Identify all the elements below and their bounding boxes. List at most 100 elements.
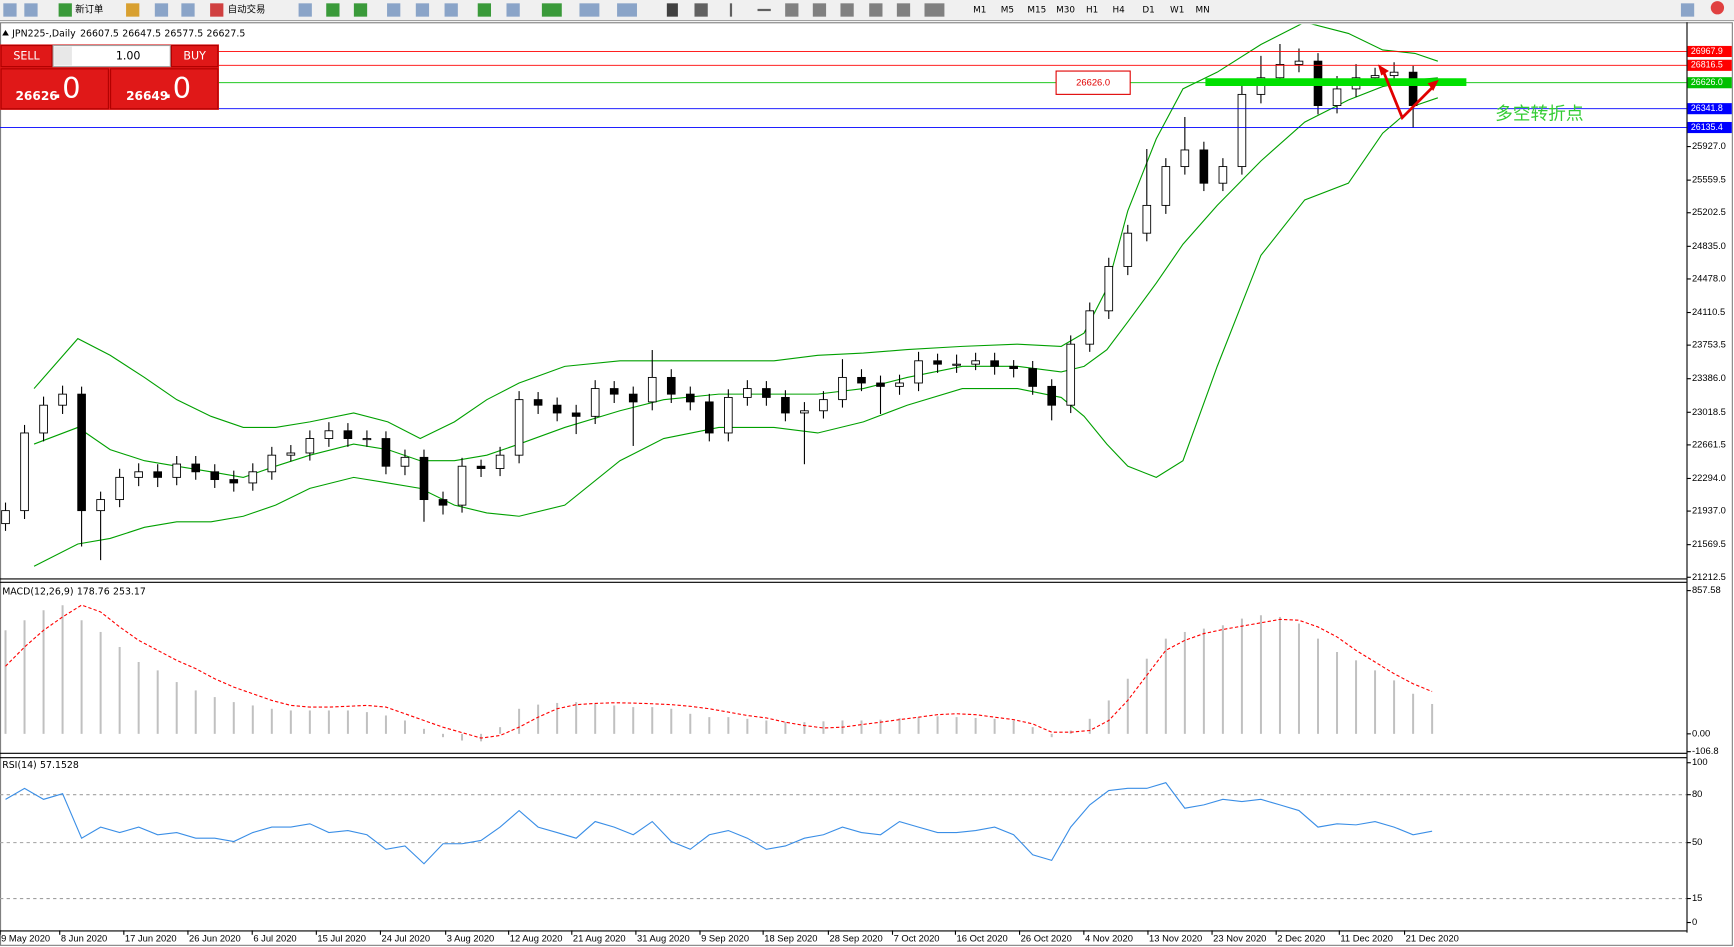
icon-button[interactable] — [694, 3, 708, 17]
icon-button[interactable] — [785, 3, 799, 17]
icon-button[interactable] — [896, 3, 911, 17]
sell-button[interactable] — [0, 44, 53, 68]
macd-bar — [518, 708, 521, 734]
icon-button[interactable] — [812, 3, 827, 17]
y-tick-label: 50 — [1692, 836, 1702, 847]
macd-bar — [1183, 631, 1186, 734]
candle-body — [438, 499, 448, 506]
chart-window — [0, 22, 1733, 946]
macd-bar — [251, 705, 254, 734]
candle-body — [800, 410, 809, 414]
icon-button[interactable] — [444, 3, 458, 17]
candle-body — [590, 388, 600, 417]
icon-button[interactable] — [666, 3, 678, 17]
icon-button[interactable] — [869, 3, 883, 17]
macd-bar — [1164, 638, 1167, 734]
icon-button[interactable] — [924, 3, 945, 17]
macd-bar — [936, 716, 939, 734]
macd-bar — [384, 715, 387, 734]
icon-button[interactable] — [477, 3, 492, 17]
icon-button[interactable] — [326, 3, 340, 17]
candle-body — [153, 471, 163, 478]
macd-bar — [365, 712, 368, 734]
macd-bar — [556, 702, 559, 734]
timeframe-button[interactable]: M1 — [973, 5, 986, 15]
icon-button[interactable] — [617, 3, 637, 17]
new-order-button[interactable]: 新订单 — [75, 3, 103, 15]
buy-price-button[interactable] — [110, 68, 219, 110]
timeframe-button[interactable]: MN — [1195, 5, 1209, 15]
arrow-head — [1427, 79, 1439, 92]
icon-button[interactable] — [541, 3, 562, 17]
sell-price[interactable]: 26626 — [15, 89, 57, 103]
macd-bar — [1031, 727, 1034, 734]
annotation-box — [1055, 70, 1131, 95]
macd-bar — [137, 662, 140, 734]
sell-label[interactable]: SELL — [13, 50, 40, 63]
icon-button[interactable] — [757, 8, 771, 12]
candle-body — [1332, 88, 1342, 106]
candle-body — [781, 396, 790, 414]
rsi-line — [5, 782, 1433, 865]
icon-button[interactable] — [506, 3, 520, 17]
search-button[interactable] — [1680, 3, 1695, 17]
macd-bar — [42, 610, 45, 734]
icon-button[interactable] — [126, 3, 140, 17]
macd-bar — [594, 703, 597, 734]
timeframe-button[interactable]: M15 — [1027, 5, 1046, 15]
volume-spinner[interactable] — [54, 46, 72, 66]
icon-button[interactable] — [579, 3, 600, 17]
macd-bar — [689, 713, 692, 734]
icon-button[interactable] — [415, 3, 430, 17]
macd-bar — [1393, 680, 1396, 734]
buy-button[interactable] — [170, 44, 219, 68]
open-value: 26607.5 — [80, 28, 119, 39]
timeframe-button[interactable]: M30 — [1056, 5, 1075, 15]
macd-bar — [1355, 660, 1358, 734]
icon-button[interactable] — [58, 3, 72, 17]
candle-body — [191, 463, 201, 473]
timeframe-button[interactable]: H1 — [1086, 5, 1098, 15]
timeframe-button[interactable]: M5 — [1001, 5, 1014, 15]
icon-button[interactable] — [387, 3, 401, 17]
candle-body — [1142, 204, 1152, 234]
buy-price-fraction[interactable]: .0 — [164, 71, 191, 105]
price-level-label: 26967.9 — [1691, 46, 1723, 56]
sell-price-fraction[interactable]: .0 — [53, 71, 80, 105]
rsi-panel — [0, 782, 1687, 900]
candle-body — [1218, 166, 1228, 184]
candle-body — [305, 438, 315, 454]
icon-button[interactable] — [729, 3, 733, 17]
timeframe-button[interactable]: H4 — [1113, 5, 1126, 15]
candle-body — [324, 430, 334, 439]
icon-button[interactable] — [210, 3, 224, 17]
buy-label[interactable]: BUY — [183, 50, 206, 63]
icon-button[interactable] — [298, 3, 312, 17]
auto-trading-button[interactable]: 自动交易 — [228, 3, 266, 15]
macd-bar — [879, 719, 882, 734]
price-level-tag — [1687, 45, 1732, 58]
candle-body — [952, 363, 961, 366]
icon-button[interactable] — [24, 3, 38, 17]
candle-body — [552, 404, 562, 414]
notification-badge[interactable] — [1710, 1, 1725, 15]
price-level-label: 26135.4 — [1691, 122, 1723, 132]
icon-button[interactable] — [154, 3, 169, 17]
macd-bar — [1088, 718, 1091, 734]
icon-button[interactable] — [3, 3, 17, 17]
buy-price[interactable]: 26649 — [126, 89, 168, 103]
macd-bar — [1278, 616, 1281, 734]
macd-bar — [422, 728, 425, 734]
candle-body — [1009, 365, 1018, 370]
volume-input[interactable] — [52, 44, 171, 68]
icon-button[interactable] — [353, 3, 368, 17]
sell-price-button[interactable] — [0, 68, 109, 110]
icon-button[interactable] — [840, 3, 854, 17]
icon-button[interactable] — [181, 3, 195, 17]
volume-value[interactable]: 1.00 — [116, 50, 141, 63]
y-tick-label: 0 — [1692, 916, 1697, 927]
macd-bar — [727, 717, 730, 734]
macd-bar — [974, 717, 977, 734]
timeframe-button[interactable]: D1 — [1142, 5, 1154, 15]
timeframe-button[interactable]: W1 — [1170, 5, 1184, 15]
